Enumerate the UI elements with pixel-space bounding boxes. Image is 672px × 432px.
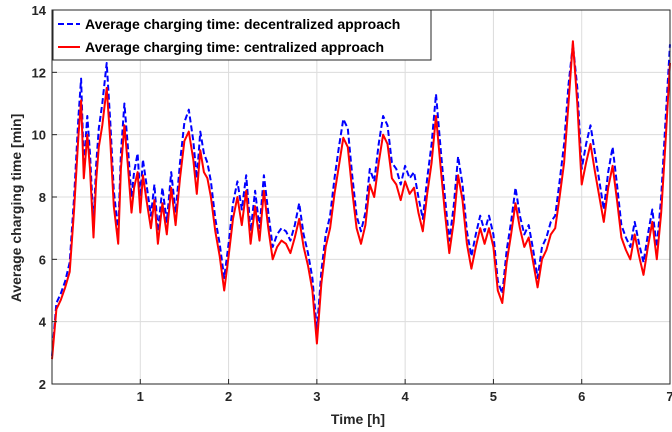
x-tick-label: 5	[490, 389, 497, 404]
legend-box	[52, 9, 432, 61]
x-tick-label: 4	[402, 389, 410, 404]
y-axis-label: Average charging time [min]	[8, 114, 24, 303]
y-tick-label: 12	[32, 65, 46, 80]
series-line-centralized	[51, 40, 671, 360]
x-tick-label: 6	[578, 389, 585, 404]
y-tick-label: 2	[39, 377, 46, 392]
x-tick-label: 3	[313, 389, 320, 404]
legend-label-decentralized: Average charging time: decentralized app…	[85, 16, 400, 32]
y-tick-label: 14	[32, 3, 47, 18]
x-tick-label: 1	[137, 389, 144, 404]
legend: Average charging time: decentralized app…	[52, 9, 432, 61]
x-tick-label: 2	[225, 389, 232, 404]
legend-label-centralized: Average charging time: centralized appro…	[85, 39, 384, 55]
y-tick-label: 6	[39, 252, 46, 267]
y-tick-label: 4	[39, 315, 47, 330]
series-line-decentralized	[51, 43, 671, 356]
x-tick-label: 7	[666, 389, 672, 404]
series-area	[51, 40, 671, 360]
y-tick-label: 8	[39, 190, 46, 205]
x-axis-label: Time [h]	[331, 411, 385, 427]
y-tick-label: 10	[32, 128, 46, 143]
